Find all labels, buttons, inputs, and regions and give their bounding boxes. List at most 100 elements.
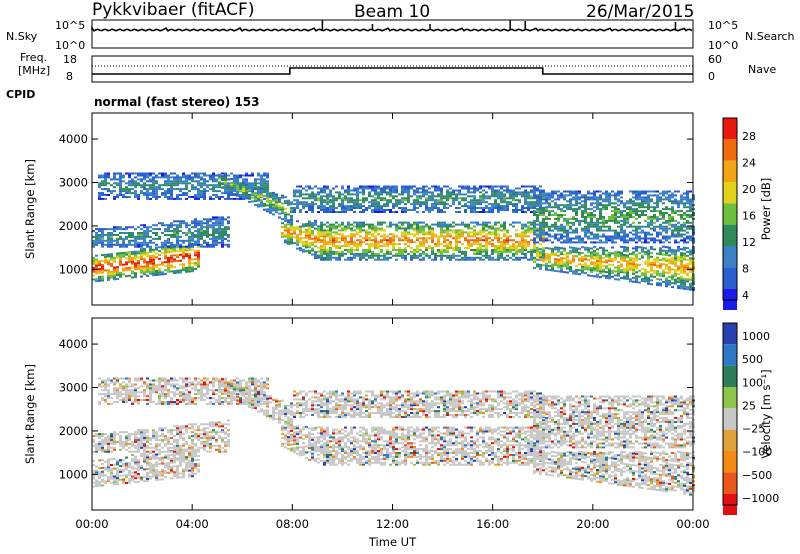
heatmap-cell [218,190,221,193]
heatmap-cell [260,180,263,183]
heatmap-cell [443,254,446,257]
heatmap-cell [671,225,674,228]
heatmap-cell [491,256,494,259]
heatmap-cell [410,225,413,228]
heatmap-cell [590,198,593,201]
heatmap-cell [326,233,329,236]
heatmap-cell [218,228,221,231]
heatmap-cell [506,250,509,253]
heatmap-cell [668,237,671,240]
heatmap-cell [623,221,626,224]
heatmap-cell [146,192,149,195]
heatmap-cell [110,433,113,436]
heatmap-cell [101,277,104,280]
heatmap-cell [110,259,113,261]
heatmap-cell [248,183,251,186]
heatmap-cell [431,199,434,202]
heatmap-cell [377,207,380,209]
heatmap-cell [623,246,626,249]
heatmap-cell [473,189,476,192]
heatmap-cell [317,211,320,213]
heatmap-cell [524,185,527,188]
heatmap-cell [425,203,428,206]
heatmap-cell [674,219,677,222]
heatmap-cell [302,244,305,247]
heatmap-cell [110,379,113,382]
heatmap-cell [599,225,602,228]
heatmap-cell [485,241,488,244]
heatmap-cell [473,211,476,213]
heatmap-cell [626,233,629,236]
heatmap-cell [164,269,167,272]
heatmap-cell [554,254,557,257]
heatmap-cell [545,237,548,240]
heatmap-cell [101,232,104,234]
heatmap-cell [458,249,461,251]
heatmap-cell [146,232,149,234]
heatmap-cell [107,273,110,275]
heatmap-cell [422,237,425,240]
heatmap-cell [593,196,596,199]
heatmap-cell [311,230,314,232]
heatmap-cell [98,480,101,483]
heatmap-cell [551,192,554,195]
heatmap-cell [179,194,182,196]
heatmap-cell [431,241,434,244]
heatmap-cell [548,253,551,256]
heatmap-cell [374,207,377,209]
heatmap-cell [515,209,518,211]
heatmap-cell [272,213,275,216]
heatmap-cell [104,197,107,200]
heatmap-cell [641,268,644,271]
heatmap-cell [161,222,164,225]
heatmap-cell [473,187,476,190]
heatmap-cell [305,244,308,247]
heatmap-cell [500,250,503,253]
heatmap-cell [404,207,407,209]
heatmap-cell [155,228,158,231]
heatmap-cell [677,241,680,244]
heatmap-cell [611,217,614,220]
heatmap-cell [491,191,494,194]
heatmap-cell [662,202,665,205]
heatmap-cell [563,257,566,260]
heatmap-cell [251,194,254,196]
heatmap-cell [683,212,686,214]
heatmap-cell [389,185,392,188]
heatmap-cell [92,444,95,447]
heatmap-cell [563,241,566,244]
heatmap-cell [479,187,482,190]
heatmap-cell [581,256,584,258]
heatmap-cell [650,248,653,250]
heatmap-cell [434,207,437,209]
heatmap-cell [575,272,578,275]
heatmap-cell [551,247,554,250]
heatmap-cell [689,278,692,281]
heatmap-cell [617,272,620,275]
heatmap-cell [179,249,182,252]
heatmap-cell [608,216,611,218]
heatmap-cell [626,262,629,265]
heatmap-cell [590,196,593,199]
heatmap-cell [179,259,182,262]
heatmap-cell [122,243,125,246]
heatmap-cell [281,222,284,225]
heatmap-cell [650,263,653,266]
heatmap-cell [512,189,515,192]
heatmap-cell [161,241,164,244]
heatmap-cell [548,269,551,271]
heatmap-cell [257,172,260,175]
heatmap-cell [686,247,689,250]
freq-frame [91,55,694,83]
heatmap-cell [242,190,245,192]
heatmap-cell [320,227,323,230]
heatmap-cell [344,229,347,232]
heatmap-cell [506,247,509,249]
heatmap-cell [107,448,110,451]
heatmap-cell [659,223,662,226]
heatmap-cell [143,271,146,274]
heatmap-cell [677,233,680,236]
heatmap-cell [575,198,578,201]
heatmap-cell [512,221,515,224]
heatmap-cell [635,249,638,252]
